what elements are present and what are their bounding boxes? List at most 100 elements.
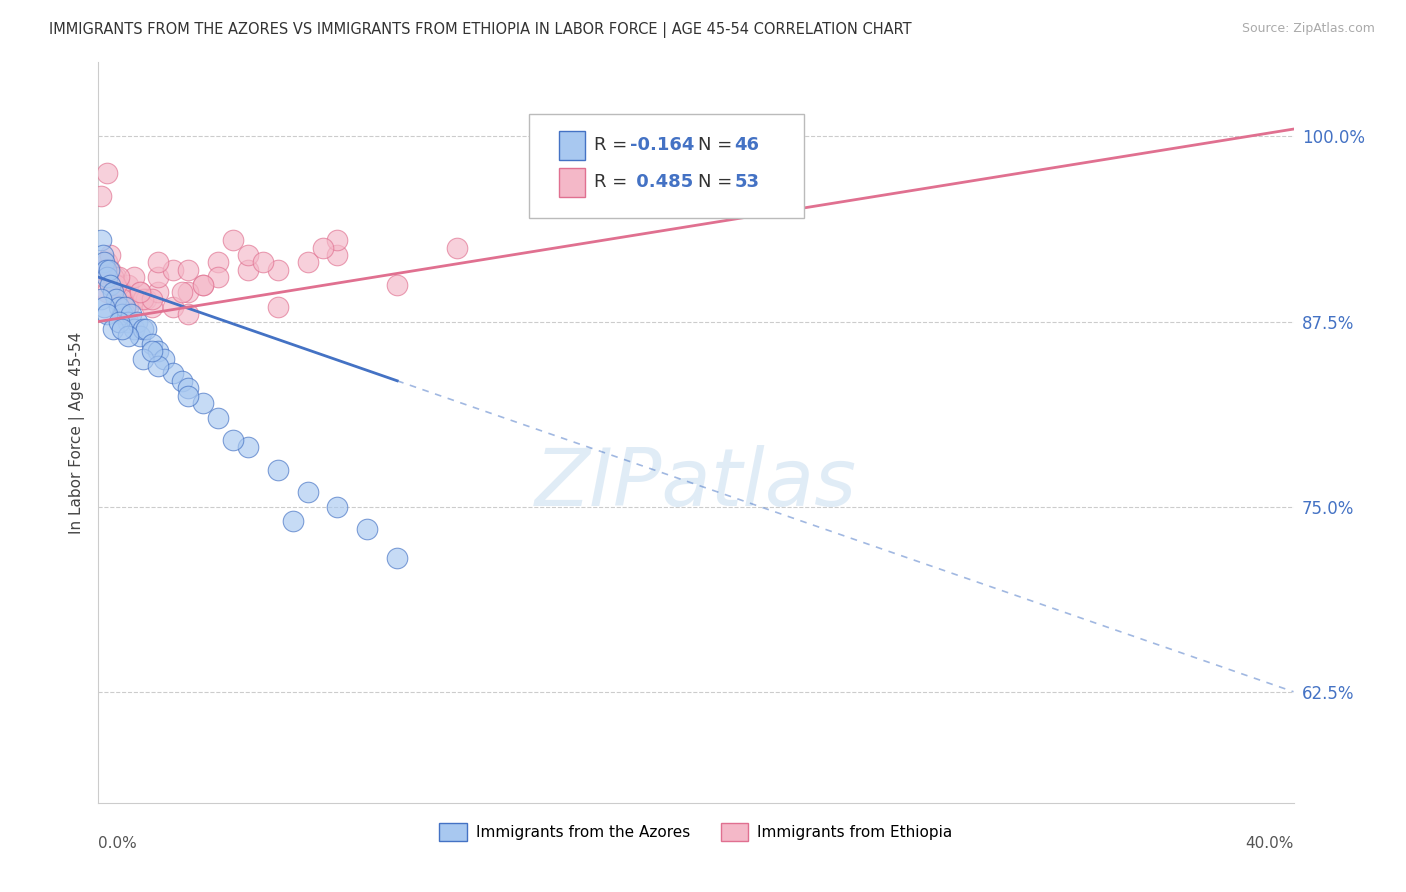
- Point: [207, 255, 229, 269]
- Point: [281, 515, 304, 529]
- Point: [93, 270, 115, 285]
- FancyBboxPatch shape: [558, 168, 585, 197]
- Point: [222, 433, 245, 447]
- Point: [252, 255, 274, 269]
- Text: ZIPatlas: ZIPatlas: [534, 445, 858, 524]
- Point: [111, 322, 134, 336]
- Point: [356, 522, 378, 536]
- Point: [103, 285, 125, 299]
- Point: [177, 381, 200, 395]
- Point: [108, 277, 131, 292]
- Point: [105, 277, 128, 292]
- Point: [111, 293, 134, 307]
- Legend: Immigrants from the Azores, Immigrants from Ethiopia: Immigrants from the Azores, Immigrants f…: [433, 817, 959, 847]
- Point: [162, 367, 184, 381]
- Point: [236, 441, 259, 455]
- Point: [148, 359, 170, 373]
- Text: R =: R =: [595, 173, 633, 192]
- Point: [114, 307, 136, 321]
- Point: [172, 285, 194, 299]
- Point: [93, 262, 115, 277]
- Point: [141, 293, 163, 307]
- Point: [103, 322, 125, 336]
- Point: [191, 277, 214, 292]
- Point: [98, 248, 122, 262]
- Point: [129, 285, 152, 299]
- Point: [117, 329, 139, 343]
- Point: [177, 285, 200, 299]
- Point: [97, 262, 120, 277]
- Point: [108, 300, 131, 314]
- Point: [129, 285, 152, 299]
- Point: [326, 233, 349, 247]
- Point: [385, 277, 409, 292]
- Point: [114, 300, 136, 314]
- Point: [207, 410, 229, 425]
- Point: [124, 322, 146, 336]
- Point: [120, 307, 142, 321]
- Point: [93, 255, 115, 269]
- Point: [90, 293, 112, 307]
- Point: [141, 300, 163, 314]
- Y-axis label: In Labor Force | Age 45-54: In Labor Force | Age 45-54: [69, 332, 84, 533]
- Point: [236, 262, 259, 277]
- Point: [108, 270, 131, 285]
- Point: [153, 351, 176, 366]
- Point: [124, 270, 146, 285]
- Point: [177, 389, 200, 403]
- Point: [93, 300, 115, 314]
- FancyBboxPatch shape: [558, 130, 585, 161]
- Point: [90, 262, 112, 277]
- Point: [326, 248, 349, 262]
- Point: [111, 307, 134, 321]
- Point: [98, 262, 122, 277]
- Point: [191, 396, 214, 410]
- Point: [162, 262, 184, 277]
- Point: [148, 255, 170, 269]
- Text: 53: 53: [734, 173, 759, 192]
- Point: [132, 351, 155, 366]
- Point: [267, 462, 290, 476]
- Point: [103, 270, 125, 285]
- Point: [90, 188, 112, 202]
- Point: [117, 277, 139, 292]
- Point: [129, 329, 152, 343]
- Point: [117, 314, 139, 328]
- Point: [127, 314, 149, 328]
- Text: Source: ZipAtlas.com: Source: ZipAtlas.com: [1241, 22, 1375, 36]
- Point: [132, 322, 155, 336]
- Point: [124, 293, 146, 307]
- Point: [111, 285, 134, 299]
- Text: R =: R =: [595, 136, 633, 154]
- Text: N =: N =: [699, 136, 738, 154]
- Point: [207, 270, 229, 285]
- Point: [96, 255, 118, 269]
- Point: [117, 300, 139, 314]
- Point: [446, 240, 468, 254]
- Point: [141, 344, 163, 359]
- Point: [141, 336, 163, 351]
- Point: [222, 233, 245, 247]
- Point: [105, 270, 128, 285]
- Text: 40.0%: 40.0%: [1246, 836, 1294, 851]
- Point: [177, 307, 200, 321]
- Text: 0.485: 0.485: [630, 173, 693, 192]
- Point: [148, 285, 170, 299]
- Text: 0.0%: 0.0%: [98, 836, 138, 851]
- Point: [94, 262, 117, 277]
- Point: [105, 293, 128, 307]
- Point: [311, 240, 333, 254]
- Point: [96, 307, 118, 321]
- Point: [326, 500, 349, 514]
- Point: [385, 551, 409, 566]
- Point: [103, 277, 125, 292]
- Text: 46: 46: [734, 136, 759, 154]
- Point: [297, 255, 319, 269]
- Point: [135, 322, 157, 336]
- Text: -0.164: -0.164: [630, 136, 695, 154]
- Point: [96, 285, 118, 299]
- Point: [267, 262, 290, 277]
- Point: [172, 374, 194, 388]
- Text: N =: N =: [699, 173, 738, 192]
- Point: [108, 314, 131, 328]
